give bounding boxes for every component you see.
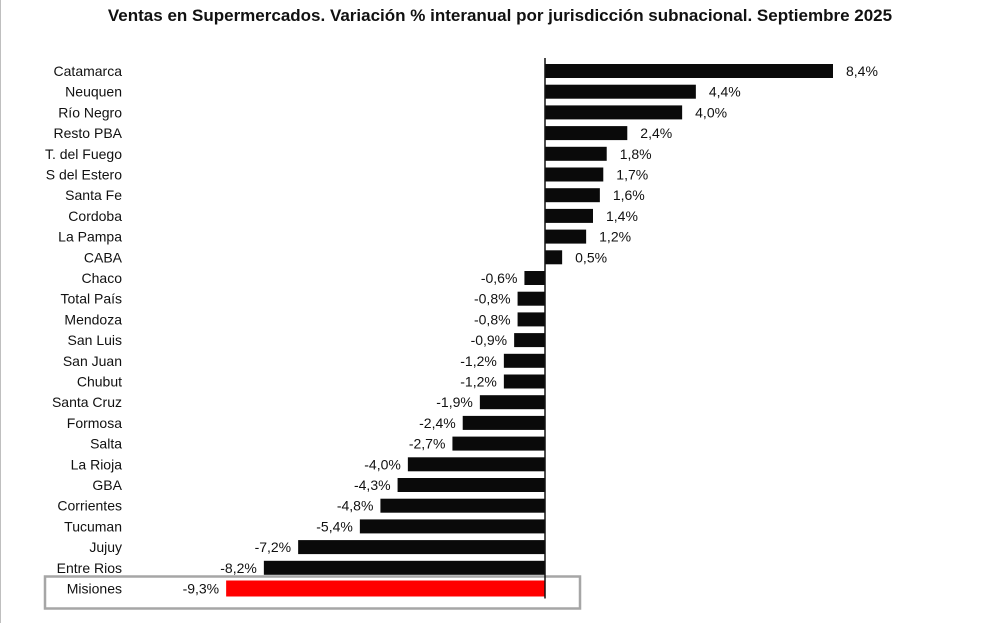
bar-22 [359,519,545,534]
value-label: -9,3% [183,581,220,597]
bar-16 [479,395,545,410]
value-label: 1,4% [606,208,638,224]
value-label: 8,4% [846,63,878,79]
value-label: 1,8% [620,146,652,162]
bar-0 [545,64,833,78]
category-label: San Juan [63,353,122,369]
category-label: Tucuman [64,518,122,534]
value-label: -5,4% [316,518,353,534]
value-label: 4,4% [709,84,741,100]
bar-18 [452,436,545,451]
value-label: -4,8% [337,498,374,514]
category-label: San Luis [68,332,122,348]
value-label: 1,2% [599,229,631,245]
value-label: -2,4% [419,415,456,431]
category-label: Chaco [82,270,123,286]
bar-14 [503,353,545,368]
value-label: -8,2% [220,560,257,576]
bar-9 [545,250,563,265]
bar-23 [298,540,545,555]
bar-8 [545,229,587,244]
value-label: -7,2% [255,539,292,555]
bar-1 [545,84,696,99]
category-label: Cordoba [68,208,122,224]
bar-13 [514,333,545,348]
category-label: CABA [84,249,123,265]
chart-title: Ventas en Supermercados. Variación % int… [107,6,893,25]
category-label: Río Negro [58,104,122,120]
value-label: -1,9% [436,394,473,410]
bar-15 [503,374,545,389]
bar-7 [545,208,593,223]
category-label: Entre Rios [57,560,122,576]
value-label: -0,8% [474,291,511,307]
bar-19 [407,457,545,472]
category-label: Formosa [67,415,122,431]
category-label: Catamarca [54,63,123,79]
category-label: La Rioja [71,456,123,472]
value-label: -0,6% [481,270,518,286]
category-label: GBA [92,477,122,493]
category-label: Resto PBA [54,125,123,141]
category-label: S del Estero [46,167,122,183]
bar-24 [263,560,545,575]
value-label: 0,5% [575,249,607,265]
category-label: Jujuy [89,539,122,555]
value-label: 1,7% [616,167,648,183]
value-label: -4,3% [354,477,391,493]
value-label: -1,2% [460,374,497,390]
bar-25 [226,580,545,597]
category-label: La Pampa [58,229,122,245]
bar-5 [545,167,604,182]
bar-11 [517,291,545,306]
category-label: Santa Fe [65,187,122,203]
frame-left-border [0,0,1,623]
value-label: 1,6% [613,187,645,203]
value-label: -1,2% [460,353,497,369]
value-label: -2,7% [409,436,446,452]
highlight-box [43,575,582,610]
bar-12 [517,312,545,327]
value-label: 2,4% [640,125,672,141]
bar-4 [545,146,607,161]
value-label: -0,9% [471,332,508,348]
bar-20 [397,478,545,492]
category-label: Corrientes [57,498,122,514]
category-label: Salta [90,436,122,452]
value-label: -4,0% [364,456,401,472]
category-label: Santa Cruz [52,394,122,410]
bar-3 [545,126,628,141]
category-label: Mendoza [64,311,122,327]
value-label: 4,0% [695,104,727,120]
category-label: Total País [61,291,122,307]
bar-6 [545,188,600,203]
bar-21 [380,498,545,513]
bar-10 [524,271,545,285]
category-label: T. del Fuego [45,146,122,162]
value-label: -0,8% [474,311,511,327]
bar-2 [545,105,683,120]
category-label: Misiones [67,581,122,597]
category-label: Neuquen [65,84,122,100]
bar-17 [462,415,545,430]
category-label: Chubut [77,374,122,390]
